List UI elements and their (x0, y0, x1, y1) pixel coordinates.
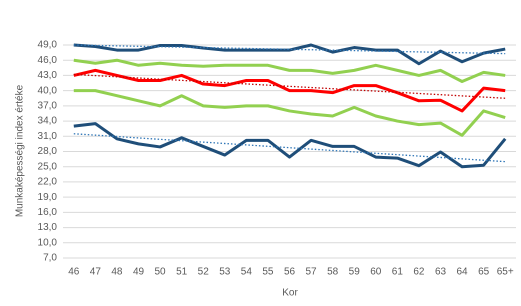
x-tick-label: 58 (327, 267, 339, 278)
y-tick-label: 22,0 (38, 177, 58, 188)
data-line (73, 43, 506, 66)
y-tick-label: 13,0 (38, 222, 58, 233)
x-tick-label: 47 (90, 267, 102, 278)
data-line (73, 89, 506, 137)
data-line (73, 122, 507, 169)
x-tick-label: 52 (198, 267, 210, 278)
y-tick-label: 19,0 (38, 192, 58, 203)
x-tick-label: 63 (435, 267, 447, 278)
x-tick-label: 53 (219, 267, 231, 278)
trend-line (73, 73, 506, 99)
x-tick-label: 56 (284, 267, 296, 278)
y-tick-label: 43,0 (38, 70, 58, 81)
x-tick-label: 51 (176, 267, 188, 278)
y-tick-label: 49,0 (38, 40, 58, 51)
x-tick-label: 49 (133, 267, 145, 278)
y-tick-label: 37,0 (38, 100, 58, 111)
x-tick-label: 48 (111, 267, 123, 278)
x-tick-label: 62 (413, 267, 425, 278)
y-tick-label: 31,0 (38, 131, 58, 142)
x-tick-label: 64 (457, 267, 469, 278)
y-tick-label: 25,0 (38, 161, 58, 172)
y-tick-label: 34,0 (38, 116, 58, 127)
x-tick-label: 50 (155, 267, 167, 278)
data-line (73, 68, 506, 113)
x-tick-label: 59 (349, 267, 361, 278)
data-line (73, 58, 506, 84)
y-axis-label: Munkaképességi index értéke (15, 84, 26, 217)
x-tick-label: 57 (306, 267, 318, 278)
x-tick-label: 61 (392, 267, 404, 278)
y-tick-label: 46,0 (38, 55, 58, 66)
y-tick-label: 28,0 (38, 146, 58, 157)
y-tick-label: 10,0 (38, 237, 58, 248)
x-tick-label: 54 (241, 267, 253, 278)
x-tick-label: 55 (262, 267, 274, 278)
y-tick-label: 16,0 (38, 207, 58, 218)
x-tick-label: 65 (478, 267, 490, 278)
x-tick-label: 65+ (497, 267, 514, 278)
x-tick-label: 60 (370, 267, 382, 278)
y-tick-label: 7,0 (43, 253, 57, 264)
x-tick-label: 46 (68, 267, 80, 278)
x-axis-label: Kor (282, 288, 298, 299)
y-tick-label: 40,0 (38, 85, 58, 96)
